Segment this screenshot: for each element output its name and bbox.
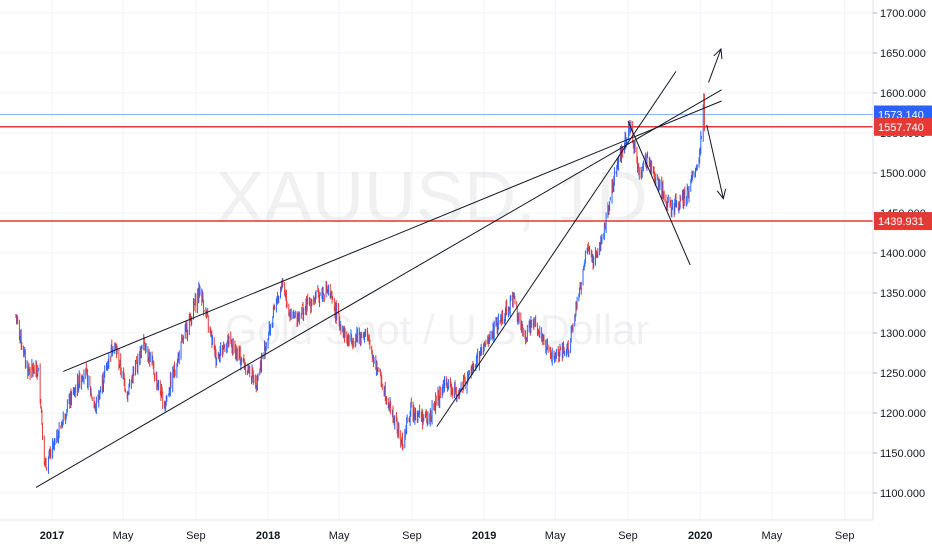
time-tick-label: 2019: [472, 530, 496, 542]
time-tick-label: May: [545, 530, 566, 542]
gridlines: [0, 0, 873, 520]
price-tick-label: 1100.000: [880, 488, 925, 500]
price-tick-label: 1250.000: [880, 368, 926, 380]
time-tick-label: 2020: [688, 530, 712, 542]
arrow-shaft[interactable]: [708, 48, 722, 83]
price-level-badge: [874, 212, 932, 231]
candlestick-series: [15, 93, 705, 474]
horizontal-level-lines[interactable]: [0, 114, 873, 222]
time-tick-label: Sep: [402, 530, 422, 542]
time-tick-label: 2018: [256, 530, 280, 542]
time-tick-label: Sep: [186, 530, 206, 542]
time-tick-label: May: [761, 530, 782, 542]
price-tick-label: 1350.000: [880, 288, 926, 300]
watermark-title: XAUUSD, 1D: [216, 158, 648, 238]
time-axis: 2017 May Sep 2018 May Sep 2019 May Sep 2020 May Sep: [40, 530, 855, 542]
time-tick-label: May: [113, 530, 134, 542]
price-level-badge: [874, 117, 932, 136]
time-tick-label: May: [329, 530, 350, 542]
price-tick-label: 1650.000: [880, 48, 926, 60]
trendline[interactable]: [627, 120, 691, 266]
price-tick-label: 1150.000: [880, 448, 925, 460]
price-tick-label: 1700.000: [880, 8, 926, 20]
price-tick-label: 1200.000: [880, 408, 926, 420]
price-level-label: 1439.931: [878, 216, 924, 228]
arrow-shaft[interactable]: [706, 124, 724, 199]
arrow-head: [716, 188, 727, 200]
trendline-drawings[interactable]: [35, 47, 727, 488]
time-tick-label: Sep: [835, 530, 855, 542]
arrow-head: [713, 47, 723, 60]
symbol-watermark: XAUUSD, 1D Gold Spot / U.S. Dollar: [216, 158, 649, 353]
price-level-label: 1557.740: [878, 122, 924, 134]
price-scale-panel[interactable]: [873, 0, 932, 520]
trendline[interactable]: [63, 100, 722, 372]
time-tick-label: Sep: [618, 530, 638, 542]
price-tick-label: 1500.000: [880, 168, 926, 180]
price-tick-label: 1400.000: [880, 248, 926, 260]
trendline[interactable]: [35, 89, 722, 488]
time-scale-panel[interactable]: [0, 520, 932, 550]
price-axis: 1100.000 1150.000 1200.000 1250.000 1300.000…: [873, 8, 926, 500]
price-tick-label: 1600.000: [880, 88, 926, 100]
time-tick-label: 2017: [40, 530, 64, 542]
price-tick-label: 1300.000: [880, 328, 926, 340]
trendline[interactable]: [436, 71, 677, 427]
